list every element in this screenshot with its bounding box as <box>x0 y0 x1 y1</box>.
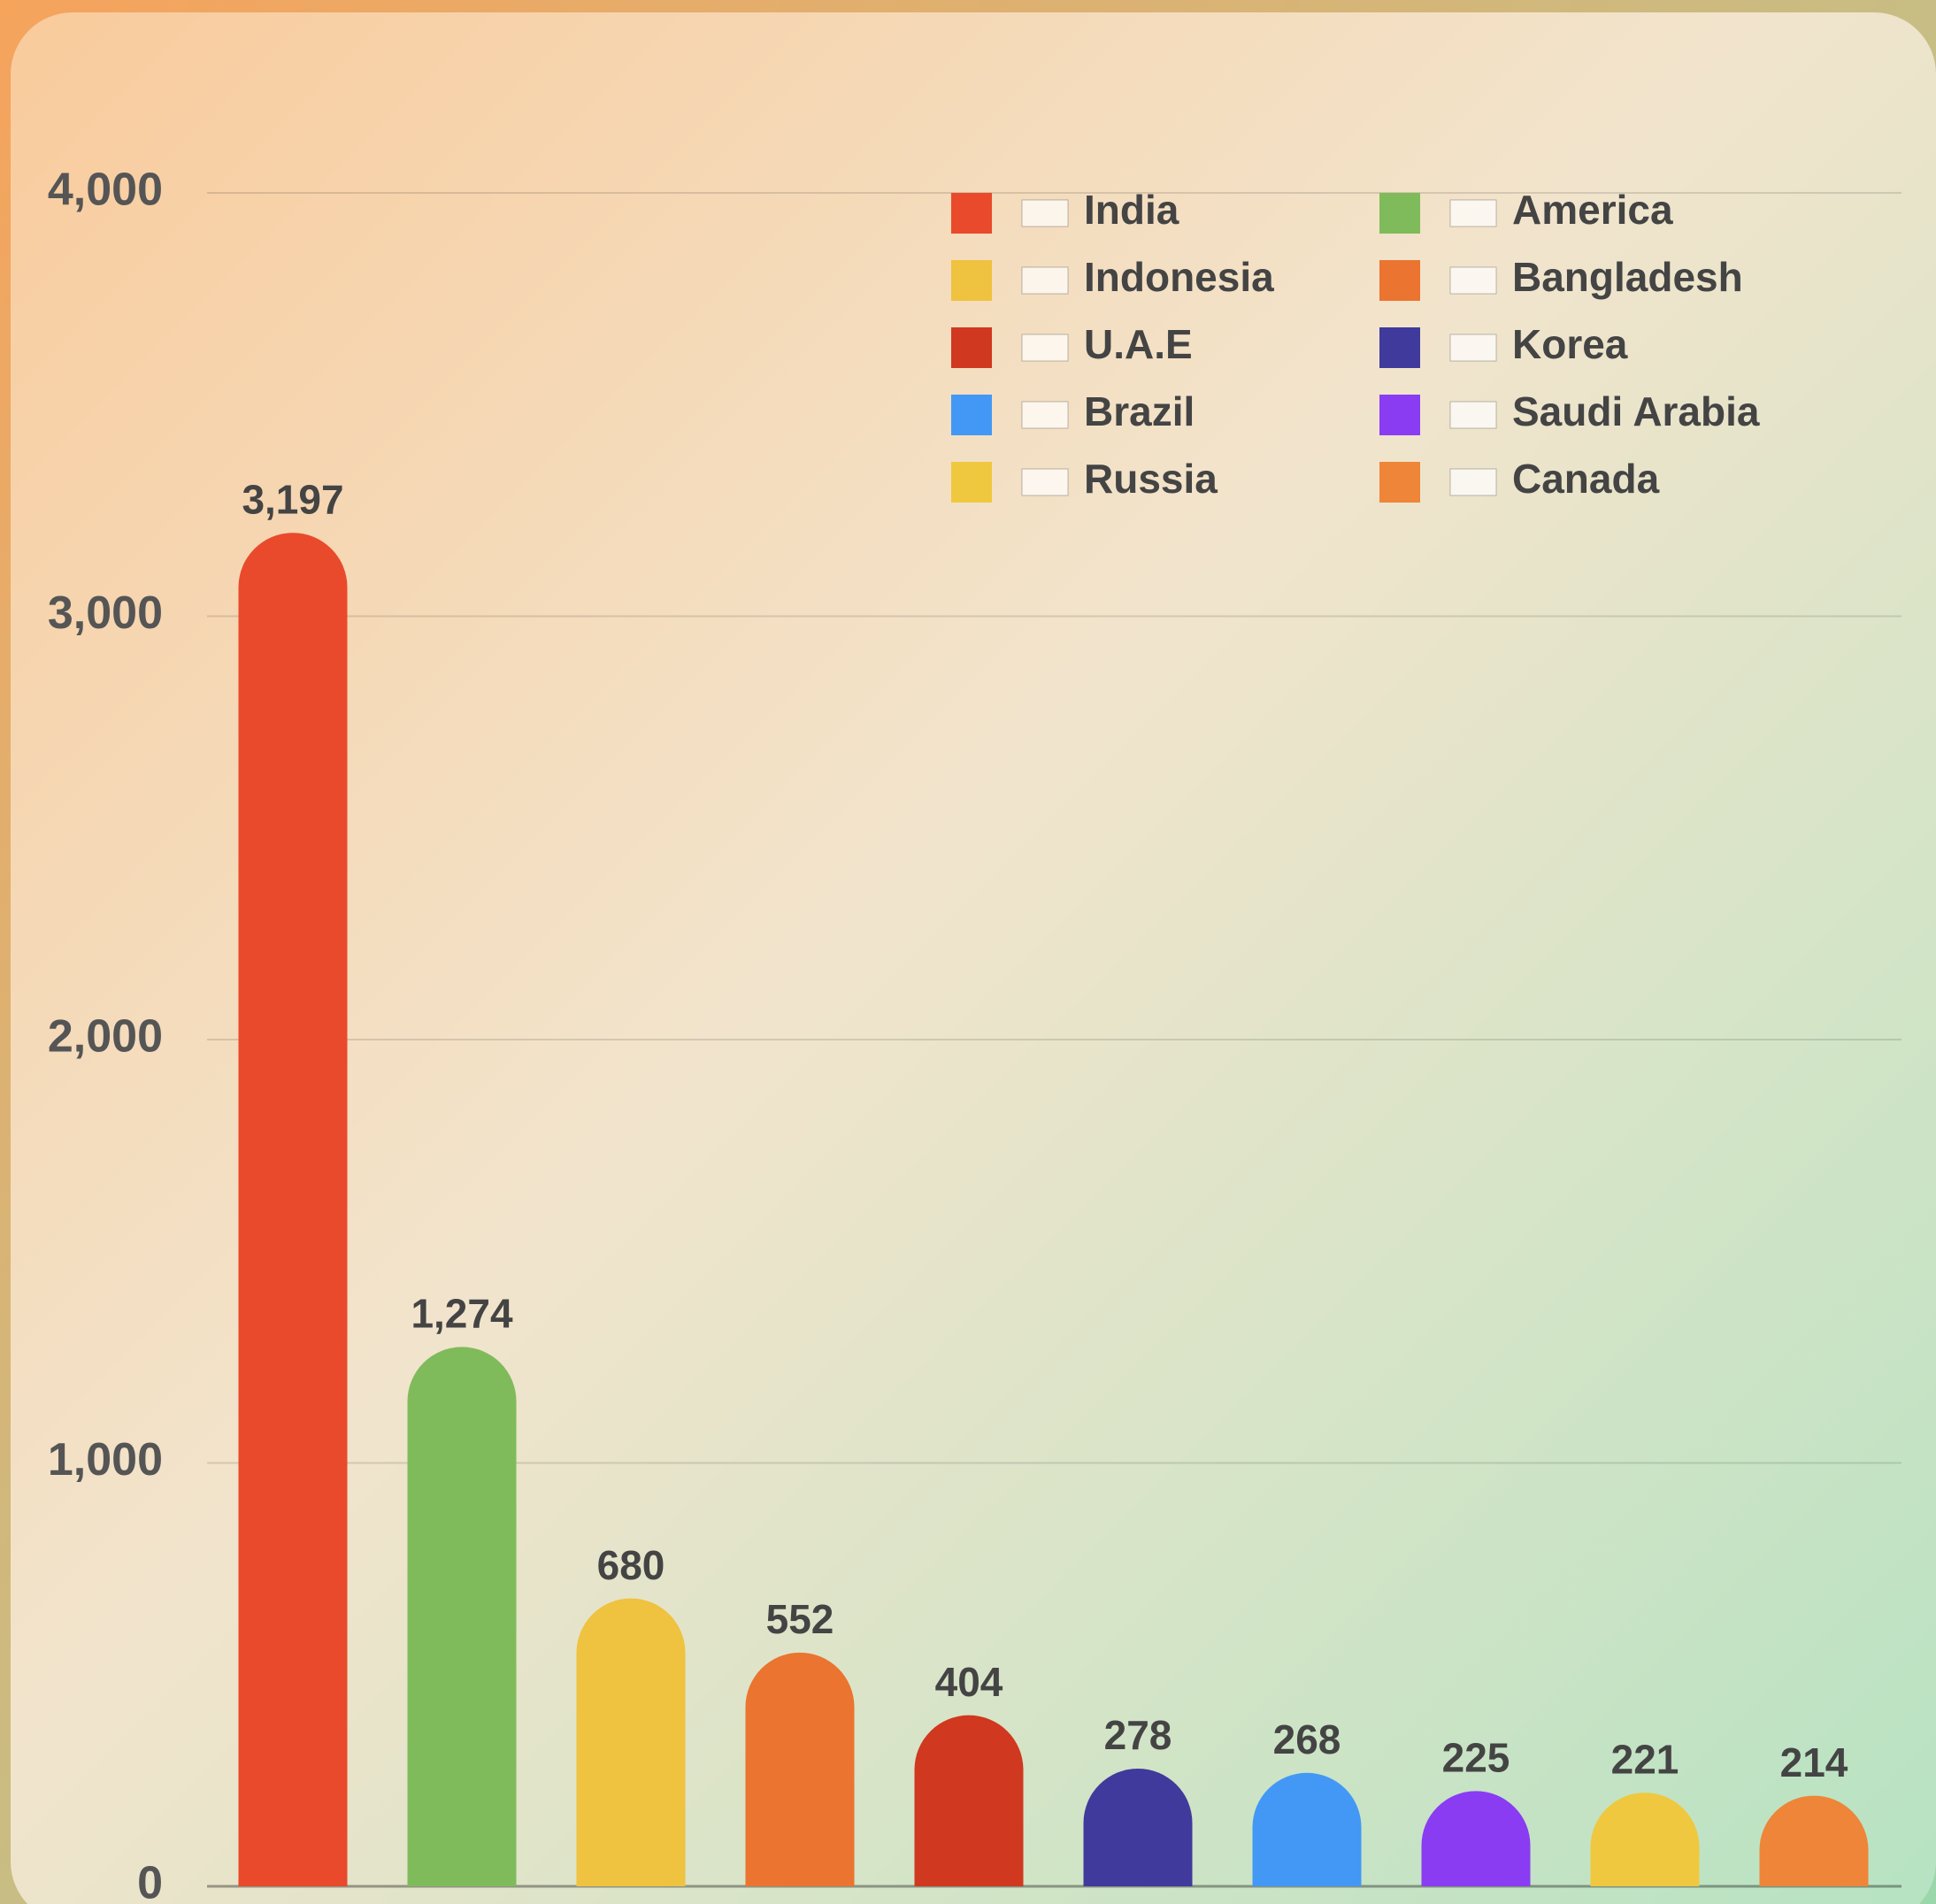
legend-swatch <box>1379 462 1420 503</box>
bar <box>577 1599 686 1886</box>
value-label: 404 <box>935 1659 1003 1705</box>
page: 0 1,000 2,000 3,000 4,000 3,197 1,274 680 552 404… <box>0 0 1936 1904</box>
y-tick-label: 1,000 <box>48 1434 163 1486</box>
value-label: 268 <box>1273 1716 1341 1762</box>
legend-swatch <box>951 395 992 435</box>
legend-swatch <box>1379 260 1420 301</box>
y-tick-label: 4,000 <box>48 165 163 216</box>
value-label: 221 <box>1611 1736 1679 1782</box>
bar <box>239 533 348 1886</box>
value-label: 1,274 <box>411 1291 513 1337</box>
legend-label: Brazil <box>1084 388 1195 434</box>
legend-flag <box>1022 402 1068 428</box>
legend-swatch <box>1379 395 1420 435</box>
legend-label: Saudi Arabia <box>1512 388 1760 434</box>
legend-swatch <box>951 193 992 234</box>
legend-flag <box>1022 469 1068 495</box>
legend-flag <box>1022 334 1068 361</box>
y-tick-label: 2,000 <box>48 1011 163 1063</box>
value-label: 552 <box>766 1596 834 1642</box>
legend-flag <box>1022 200 1068 226</box>
legend-flag <box>1450 334 1496 361</box>
legend-label: India <box>1084 187 1179 233</box>
legend-flag <box>1450 200 1496 226</box>
bar <box>746 1653 855 1886</box>
value-label: 225 <box>1442 1734 1510 1780</box>
legend-label: Korea <box>1512 321 1628 367</box>
value-label: 278 <box>1104 1712 1172 1758</box>
legend-flag <box>1450 469 1496 495</box>
value-label: 214 <box>1780 1739 1848 1785</box>
legend-swatch <box>951 462 992 503</box>
legend-swatch <box>1379 327 1420 368</box>
legend-label: Canada <box>1512 456 1660 502</box>
bar <box>1084 1769 1193 1886</box>
legend-label: Russia <box>1084 456 1218 502</box>
legend-flag <box>1450 267 1496 294</box>
bar <box>1253 1773 1362 1886</box>
legend-flag <box>1022 267 1068 294</box>
bar <box>408 1347 517 1886</box>
legend-swatch <box>1379 193 1420 234</box>
legend-swatch <box>951 327 992 368</box>
legend-label: Indonesia <box>1084 254 1274 300</box>
y-tick-label: 3,000 <box>48 587 163 639</box>
legend-swatch <box>951 260 992 301</box>
legend-flag <box>1450 402 1496 428</box>
legend-label: Bangladesh <box>1512 254 1743 300</box>
value-label: 680 <box>597 1542 665 1588</box>
chart: 0 1,000 2,000 3,000 4,000 3,197 1,274 680 552 404… <box>0 0 1936 1904</box>
value-label: 3,197 <box>242 476 343 522</box>
legend-label: America <box>1512 187 1673 233</box>
bar <box>915 1716 1024 1886</box>
legend-label: U.A.E <box>1084 321 1193 367</box>
y-tick-label: 0 <box>137 1858 163 1904</box>
